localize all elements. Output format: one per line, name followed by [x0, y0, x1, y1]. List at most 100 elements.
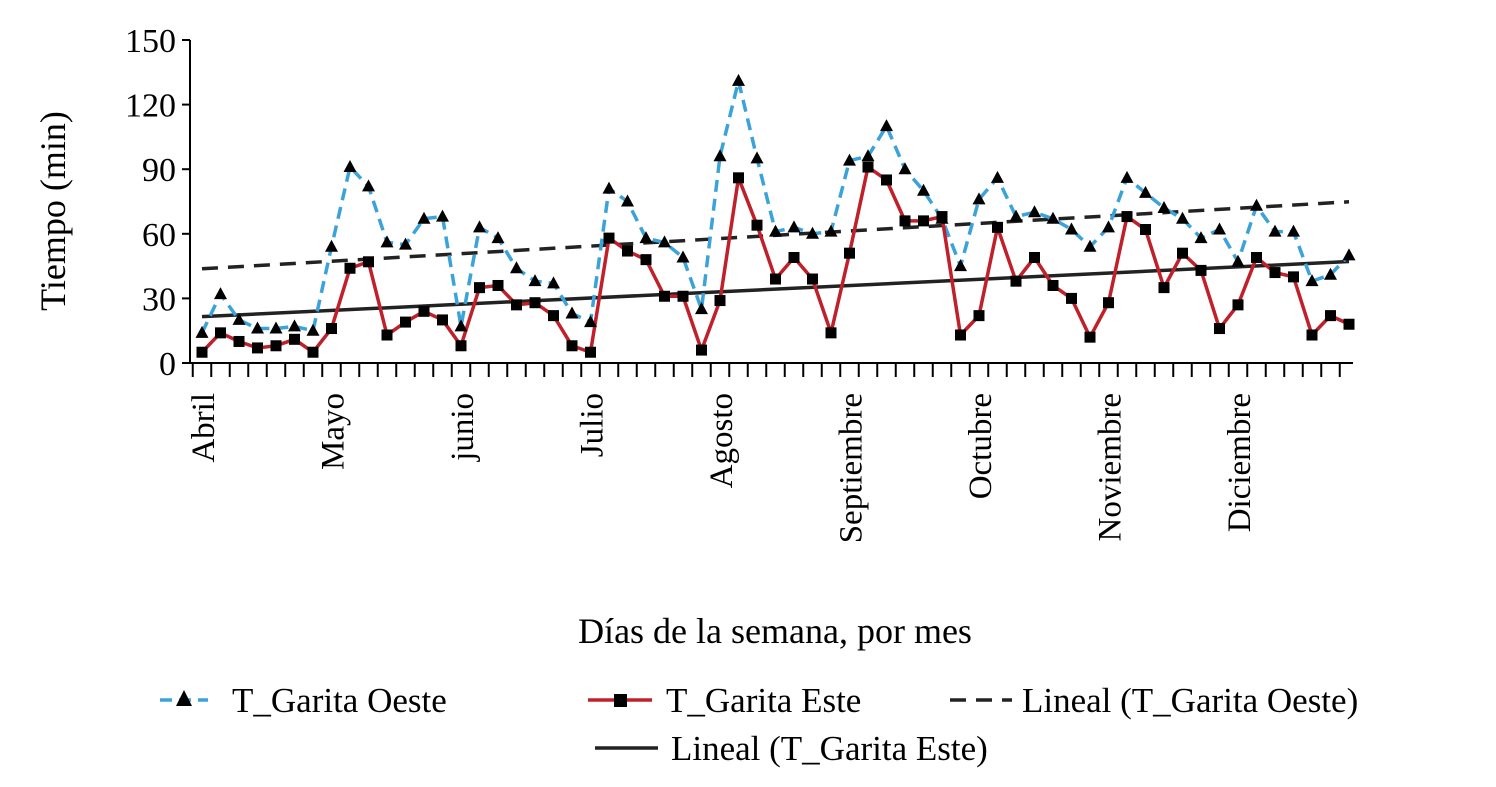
- oeste-point: [491, 231, 505, 244]
- oeste-point: [991, 170, 1004, 183]
- este-point: [640, 254, 652, 266]
- month-label: Diciembre: [1222, 393, 1258, 532]
- este-point: [418, 305, 430, 317]
- oeste-point: [399, 237, 412, 250]
- legend: T_Garita Oeste T_Garita Este Lineal (T_G…: [160, 681, 1358, 768]
- oeste-point: [288, 319, 301, 332]
- este-point: [1066, 292, 1077, 304]
- este-point: [196, 346, 208, 358]
- este-point: [881, 174, 892, 186]
- y-tick-label: 90: [142, 152, 176, 189]
- oeste-point: [917, 183, 930, 196]
- este-point: [215, 327, 226, 339]
- oeste-point: [584, 315, 597, 328]
- este-point: [492, 279, 504, 291]
- oeste-point: [1250, 198, 1263, 211]
- este-point: [733, 172, 744, 184]
- y-tick-label: 60: [142, 217, 176, 254]
- este-point: [1103, 297, 1114, 309]
- oeste-point: [417, 211, 431, 224]
- y-tick-label: 30: [142, 281, 176, 318]
- oeste-point: [695, 302, 708, 315]
- este-point: [622, 245, 633, 257]
- oeste-point: [565, 306, 579, 319]
- month-label: Octubre: [963, 393, 999, 499]
- este-point: [899, 215, 911, 227]
- este-point: [696, 344, 707, 356]
- oeste-point: [1305, 274, 1319, 287]
- este-point: [437, 314, 448, 326]
- este-point: [381, 329, 393, 341]
- legend-entry-oeste: T_Garita Oeste: [160, 681, 447, 720]
- este-point: [603, 232, 615, 244]
- oeste-point: [1324, 267, 1337, 280]
- oeste-point: [1287, 224, 1300, 237]
- oeste-point: [1046, 211, 1060, 224]
- month-label: Noviembre: [1093, 393, 1129, 541]
- oeste-point: [251, 321, 264, 334]
- x-axis-ticks: [191, 363, 1341, 377]
- oeste-point: [639, 231, 653, 244]
- este-point: [1047, 279, 1059, 291]
- este-point: [511, 299, 522, 311]
- este-point: [1121, 211, 1133, 223]
- month-label: junio: [445, 393, 481, 462]
- oeste-point: [1083, 239, 1097, 252]
- este-point: [1306, 329, 1318, 341]
- oeste-point: [750, 151, 764, 164]
- oeste-point: [658, 235, 671, 248]
- este-point: [1214, 323, 1225, 335]
- este-point: [751, 219, 763, 231]
- oeste-point: [787, 220, 801, 233]
- este-point: [1195, 264, 1207, 276]
- legend-entry-lineal-oeste: Lineal (T_Garita Oeste): [950, 681, 1358, 720]
- legend-triangle-marker: [176, 690, 192, 706]
- este-point: [289, 333, 300, 345]
- legend-entry-lineal-este: Lineal (T_Garita Este): [595, 729, 988, 768]
- este-point: [1232, 299, 1244, 311]
- este-point: [677, 290, 689, 302]
- oeste-point: [1009, 209, 1023, 222]
- oeste-point: [454, 319, 468, 332]
- este-point: [844, 247, 855, 259]
- oeste-point: [343, 160, 357, 173]
- este-point: [400, 316, 411, 328]
- este-point: [1084, 331, 1096, 343]
- este-point: [714, 295, 726, 307]
- legend-label-este: T_Garita Este: [666, 681, 861, 720]
- y-axis-ticks: [182, 39, 190, 364]
- series: [195, 73, 1356, 358]
- legend-label-oeste: T_Garita Oeste: [232, 681, 447, 720]
- este-point: [807, 273, 818, 285]
- oeste-point: [362, 179, 375, 192]
- oeste-point: [861, 149, 875, 162]
- este-point: [326, 323, 337, 335]
- oeste-point: [843, 153, 856, 166]
- oeste-point: [954, 259, 967, 272]
- este-point: [955, 329, 966, 341]
- oeste-point: [898, 162, 912, 175]
- oeste-point: [1213, 222, 1226, 235]
- y-axis-tick-labels: 0 30 60 90 120 150: [125, 23, 176, 383]
- oeste-point: [769, 224, 782, 237]
- month-label: Abril: [186, 393, 222, 463]
- este-point: [1269, 267, 1281, 279]
- este-point: [363, 256, 374, 268]
- este-point: [1288, 271, 1299, 283]
- oeste-point: [824, 224, 838, 237]
- oeste-point: [806, 226, 819, 239]
- oeste-point: [1194, 231, 1208, 244]
- oeste-point: [621, 194, 634, 207]
- x-axis-title: Días de la semana, por mes: [578, 611, 972, 651]
- oeste-point: [1102, 220, 1115, 233]
- series-line-oeste: [200, 79, 1351, 334]
- legend-label-lineal-este: Lineal (T_Garita Este): [671, 729, 988, 768]
- oeste-point: [436, 209, 449, 222]
- month-label: Julio: [575, 393, 611, 457]
- oeste-point: [214, 287, 227, 300]
- este-point: [918, 215, 929, 227]
- oeste-point: [1231, 254, 1245, 267]
- este-point: [770, 273, 781, 285]
- este-point: [973, 310, 985, 322]
- oeste-point: [880, 119, 893, 132]
